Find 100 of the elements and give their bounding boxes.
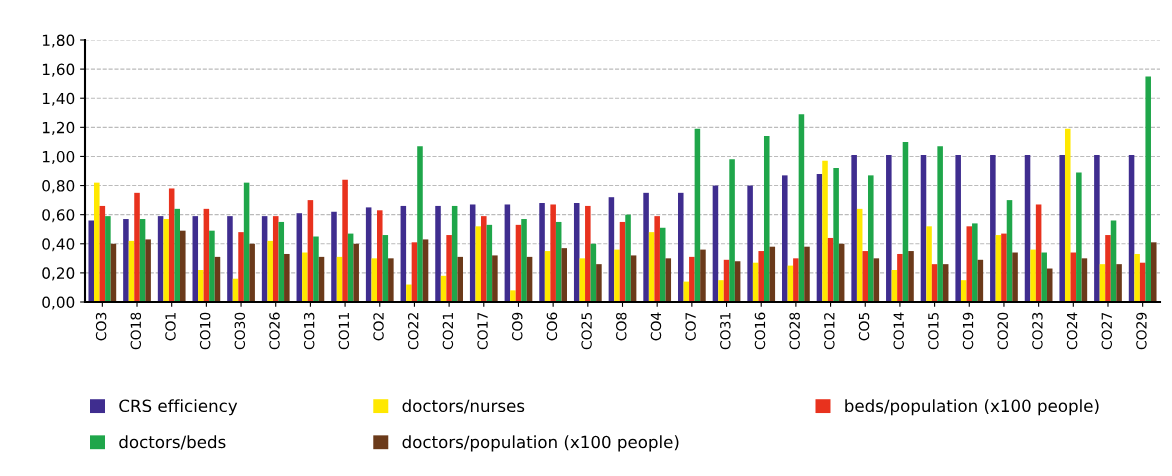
- x-tick-label: CO9: [511, 312, 523, 341]
- bar: [608, 197, 615, 302]
- x-tick-label: CO31: [720, 313, 731, 350]
- bar: [481, 216, 487, 302]
- bar: [469, 204, 476, 302]
- bar: [174, 208, 181, 302]
- bar: [1094, 154, 1100, 302]
- y-tick-label: 1,60: [42, 63, 75, 77]
- bar: [1064, 128, 1071, 302]
- bar: [585, 205, 591, 302]
- x-tick-label: CO1: [165, 313, 176, 341]
- bar: [457, 256, 463, 302]
- bar: [1105, 235, 1111, 302]
- bar: [862, 251, 869, 302]
- y-tick-label: 0,40: [42, 238, 75, 252]
- bar: [435, 205, 441, 302]
- bar: [105, 216, 111, 302]
- x-tick-label: CO26: [269, 312, 280, 350]
- bar: [614, 249, 620, 302]
- bar: [677, 192, 684, 302]
- bar: [417, 146, 423, 302]
- bar: [1110, 220, 1117, 302]
- bar: [1046, 268, 1053, 302]
- bar: [272, 216, 279, 302]
- x-tick-label: CO28: [789, 312, 800, 350]
- y-tick-label: 1,80: [42, 34, 75, 48]
- bar: [654, 216, 660, 302]
- bar: [1076, 172, 1082, 302]
- bar: [168, 188, 175, 302]
- bar: [238, 232, 244, 302]
- bar: [972, 223, 978, 302]
- bar: [550, 204, 556, 302]
- bar: [700, 249, 706, 302]
- x-tick-label: CO19: [962, 312, 974, 350]
- bar: [406, 284, 412, 302]
- bar: [376, 210, 383, 302]
- bar: [510, 290, 516, 302]
- x-tick-label: CO12: [824, 313, 835, 350]
- bar: [1145, 76, 1151, 302]
- x-tick-label: CO3: [95, 312, 107, 341]
- bar: [868, 175, 874, 302]
- legend-label: doctors/beds: [119, 435, 226, 450]
- bar: [94, 182, 100, 302]
- bar: [782, 175, 788, 302]
- x-tick-label: CO24: [1066, 312, 1078, 350]
- bar: [446, 235, 452, 302]
- bar: [1134, 253, 1140, 302]
- bar: [833, 168, 839, 302]
- bar: [1150, 242, 1157, 302]
- x-tick-label: CO4: [650, 312, 662, 341]
- bar: [388, 258, 394, 302]
- x-tick-label: CO17: [477, 312, 488, 350]
- y-tick-label: 1,00: [42, 150, 75, 165]
- bar: [1041, 252, 1047, 302]
- legend-label: doctors/nurses: [402, 399, 525, 414]
- bar: [990, 154, 996, 302]
- bar: [729, 159, 735, 302]
- bar: [763, 136, 770, 302]
- bar: [659, 227, 666, 302]
- x-tick-label: CO14: [893, 312, 904, 350]
- bar: [747, 185, 753, 302]
- bar: [1035, 204, 1042, 302]
- bar: [1116, 264, 1122, 302]
- x-tick-label: CO8: [616, 312, 627, 341]
- bar: [1030, 249, 1036, 302]
- x-tick-label: CO6: [546, 312, 558, 341]
- bar: [267, 240, 273, 302]
- x-tick-label: CO2: [373, 313, 384, 341]
- x-tick-label: CO23: [1032, 312, 1043, 350]
- bar: [331, 211, 337, 302]
- bar: [897, 253, 903, 302]
- bar: [689, 256, 695, 302]
- bar: [798, 114, 805, 302]
- legend-label: CRS efficiency: [119, 399, 238, 416]
- x-tick-label: CO29: [1136, 312, 1147, 350]
- bar: [284, 253, 290, 302]
- x-tick-label: CO7: [685, 312, 696, 341]
- bar: [353, 243, 359, 302]
- bar: [504, 204, 511, 302]
- bar: [88, 220, 95, 302]
- bar: [902, 141, 909, 302]
- bar: [227, 216, 233, 302]
- bar: [579, 258, 586, 302]
- bar: [1012, 252, 1018, 302]
- bar: [492, 255, 498, 302]
- bar: [625, 214, 631, 302]
- legend-label: beds/population (x100 people): [845, 399, 1099, 416]
- x-tick-label: CO25: [581, 312, 592, 350]
- bar: [793, 258, 799, 302]
- bar: [718, 280, 724, 302]
- bar: [561, 248, 568, 302]
- x-tick-label: CO18: [130, 312, 142, 350]
- bar: [937, 146, 943, 302]
- x-tick-label: CO11: [338, 313, 350, 350]
- x-tick-label: CO22: [407, 313, 419, 350]
- y-tick-label: 1,20: [42, 121, 75, 135]
- bar: [123, 219, 129, 302]
- bar: [313, 236, 319, 302]
- bar: [371, 258, 377, 302]
- bar: [804, 246, 810, 302]
